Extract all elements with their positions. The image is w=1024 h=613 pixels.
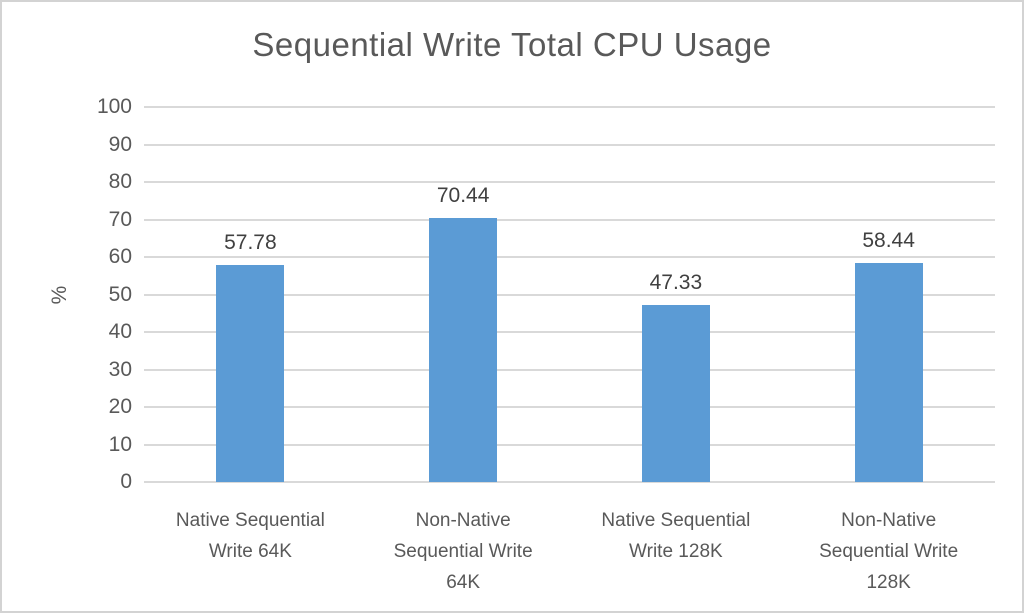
x-category-label-line: Write 64K: [208, 541, 292, 562]
y-tick-label: 0: [120, 470, 132, 493]
gridline: [144, 218, 995, 221]
x-category-label-line: Sequential Write: [393, 541, 533, 562]
y-tick-label: 80: [108, 170, 132, 193]
x-category-label: Non-Native Sequential Write 128K: [782, 505, 995, 598]
y-tick-label: 30: [108, 357, 132, 381]
bar-value-label: 47.33: [649, 270, 703, 294]
y-tick-label: 20: [108, 395, 132, 418]
y-tick-label: 90: [108, 132, 132, 156]
x-category-label-line: 128K: [866, 572, 911, 593]
x-category-label-line: Native Sequential: [601, 510, 751, 531]
x-category-label-line: Sequential Write: [819, 541, 959, 562]
gridline: [144, 293, 995, 296]
gridline: [144, 481, 995, 483]
x-category-label: Native Sequential Write 128K: [570, 505, 783, 567]
y-tick-label: 60: [108, 245, 132, 268]
gridline: [144, 143, 995, 146]
y-tick-label: 100: [96, 95, 132, 118]
x-category-label: Non-Native Sequential Write 64K: [357, 505, 570, 598]
gridline: [144, 443, 995, 446]
gridline: [144, 181, 995, 183]
gridline: [144, 368, 995, 371]
y-tick-label: 50: [108, 282, 132, 306]
bar: [216, 265, 285, 482]
x-category-label: Native Sequential Write 64K: [144, 505, 357, 567]
x-category-label-line: Native Sequential: [175, 510, 325, 531]
x-category-label-line: Non-Native: [841, 510, 937, 531]
chart-title: Sequential Write Total CPU Usage: [252, 26, 772, 63]
gridline: [144, 106, 995, 108]
y-tick-label: 40: [108, 320, 132, 343]
x-category-label-line: Non-Native: [415, 510, 511, 531]
bar: [854, 262, 923, 482]
x-category-label-line: Write 128K: [629, 541, 723, 562]
bar: [641, 304, 710, 482]
bar-value-label: 58.44: [862, 228, 915, 252]
y-tick-label: 70: [108, 207, 132, 231]
gridline: [144, 331, 995, 333]
bar-value-label: 70.44: [436, 183, 490, 207]
gridline: [144, 406, 995, 408]
gridline: [144, 256, 995, 258]
bar: [429, 217, 498, 482]
x-category-label-line: 64K: [446, 572, 481, 593]
y-tick-label: 10: [108, 432, 132, 456]
bar-value-label: 57.78: [224, 231, 277, 255]
